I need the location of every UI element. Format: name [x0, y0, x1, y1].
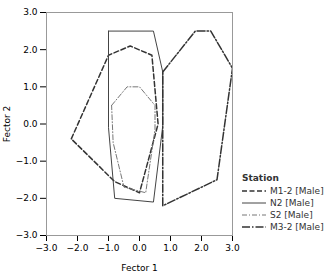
svg-text:0.0: 0.0: [132, 243, 147, 253]
svg-text:2.0: 2.0: [194, 243, 209, 253]
svg-text:3.0: 3.0: [23, 7, 38, 17]
svg-text:1.0: 1.0: [23, 82, 38, 92]
svg-text:0.0: 0.0: [23, 119, 38, 129]
svg-text:−2.0: −2.0: [16, 193, 38, 203]
html-text:Station: Station: [242, 173, 279, 183]
svg-text:−2.0: −2.0: [67, 243, 89, 253]
svg-text:Fector 2: Fector 2: [2, 106, 12, 143]
svg-text:−3.0: −3.0: [16, 230, 38, 240]
html-text:M3-2 [Male]: M3-2 [Male]: [270, 222, 324, 232]
svg-text:−1.0: −1.0: [98, 243, 120, 253]
html-text:S2 [Male]: S2 [Male]: [270, 210, 313, 220]
svg-text:1.0: 1.0: [163, 243, 178, 253]
html-text:M1-2 [Male]: M1-2 [Male]: [270, 186, 324, 196]
html-text:N2 [Male]: N2 [Male]: [270, 198, 314, 208]
svg-text:−3.0: −3.0: [36, 243, 58, 253]
svg-text:Fector 1: Fector 1: [121, 263, 158, 273]
svg-text:−1.0: −1.0: [16, 156, 38, 166]
svg-text:3.0: 3.0: [225, 243, 240, 253]
svg-text:2.0: 2.0: [23, 45, 38, 55]
